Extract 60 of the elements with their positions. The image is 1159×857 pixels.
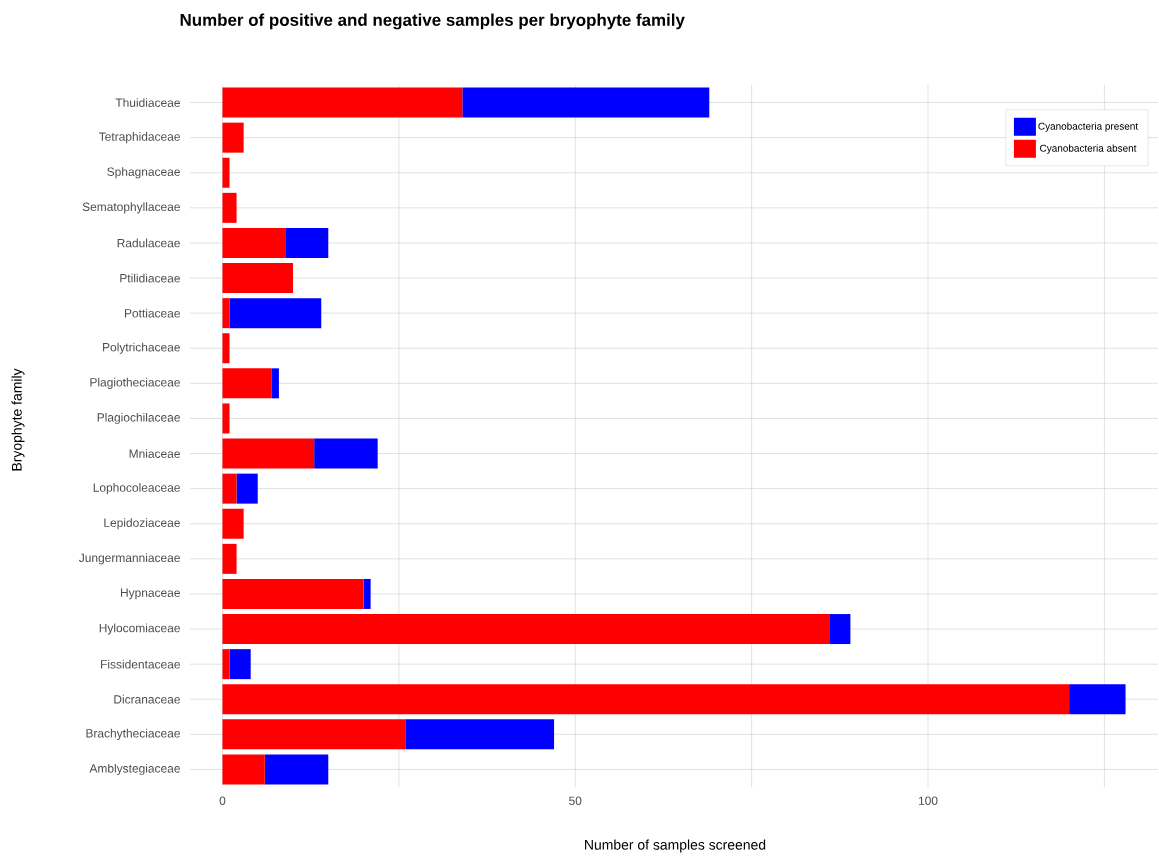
bar <box>222 649 230 680</box>
bar <box>222 87 463 118</box>
bar <box>222 438 315 469</box>
y-tick-label: Lophocoleaceae <box>93 483 180 495</box>
bar <box>222 578 364 609</box>
y-tick-label: Polytrichaceae <box>103 342 180 354</box>
bar <box>229 649 251 680</box>
bar <box>222 298 230 329</box>
y-tick-label: Amblystegiaceae <box>89 763 180 776</box>
y-tick-label: Brachytheciaceae <box>86 728 180 740</box>
y-tick-label: Radulaceae <box>117 238 180 248</box>
bar <box>462 87 710 118</box>
bar <box>236 473 258 504</box>
y-tick-label: Hylocomiaceae <box>99 623 180 635</box>
bar <box>222 192 237 223</box>
bar <box>222 684 1070 715</box>
y-tick-label: Hypnaceae <box>120 588 180 600</box>
y-tick-label: Plagiotheciaceae <box>90 377 180 389</box>
y-tick-label: Mniaceae <box>129 449 180 458</box>
bar <box>405 719 555 750</box>
bar <box>222 754 265 785</box>
x-tick-label: 50 <box>569 796 582 805</box>
y-tick-label: Sematophyllaceae <box>82 202 180 214</box>
y-tick-label: Thuidiaceae <box>115 98 180 107</box>
bar <box>222 403 230 434</box>
bar <box>222 614 830 645</box>
y-tick-label: Lepidoziaceae <box>104 518 180 530</box>
bar <box>829 614 851 645</box>
legend-label: Cyanobacteria absent <box>1040 144 1137 154</box>
bar <box>222 333 230 364</box>
x-tick-label: 0 <box>219 796 226 805</box>
x-tick-label: 100 <box>918 796 938 805</box>
bar <box>222 719 406 750</box>
x-axis-title: Number of samples screened <box>585 839 766 853</box>
bar <box>222 368 272 399</box>
y-tick-label: Fissidentaceae <box>101 659 180 669</box>
bar <box>222 157 230 188</box>
y-tick-label: Tetraphidaceae <box>99 132 180 144</box>
bar <box>222 543 237 574</box>
bar <box>285 227 329 258</box>
y-tick-label: Plagiochilaceae <box>97 412 180 425</box>
bar <box>264 754 329 785</box>
y-tick-label: Dicranaceae <box>114 694 180 704</box>
legend-label: Cyanobacteria present <box>1038 122 1139 132</box>
bar <box>229 298 322 329</box>
y-axis-title: Bryophyte family <box>11 368 25 471</box>
bar <box>363 578 371 609</box>
bar <box>222 473 237 504</box>
y-tick-label: Ptilidiaceae <box>120 273 180 283</box>
bar <box>222 263 294 294</box>
bar <box>222 508 244 539</box>
y-tick-label: Pottiaceae <box>124 308 180 318</box>
y-tick-label: Sphagnaceae <box>107 167 180 179</box>
bar <box>222 122 244 153</box>
bar <box>1069 684 1126 715</box>
bar <box>271 368 279 399</box>
bar <box>222 227 286 258</box>
chart-title: Number of positive and negative samples per bryophyte family <box>180 13 685 30</box>
bar <box>314 438 378 469</box>
y-tick-label: Jungermanniaceae <box>78 553 180 565</box>
